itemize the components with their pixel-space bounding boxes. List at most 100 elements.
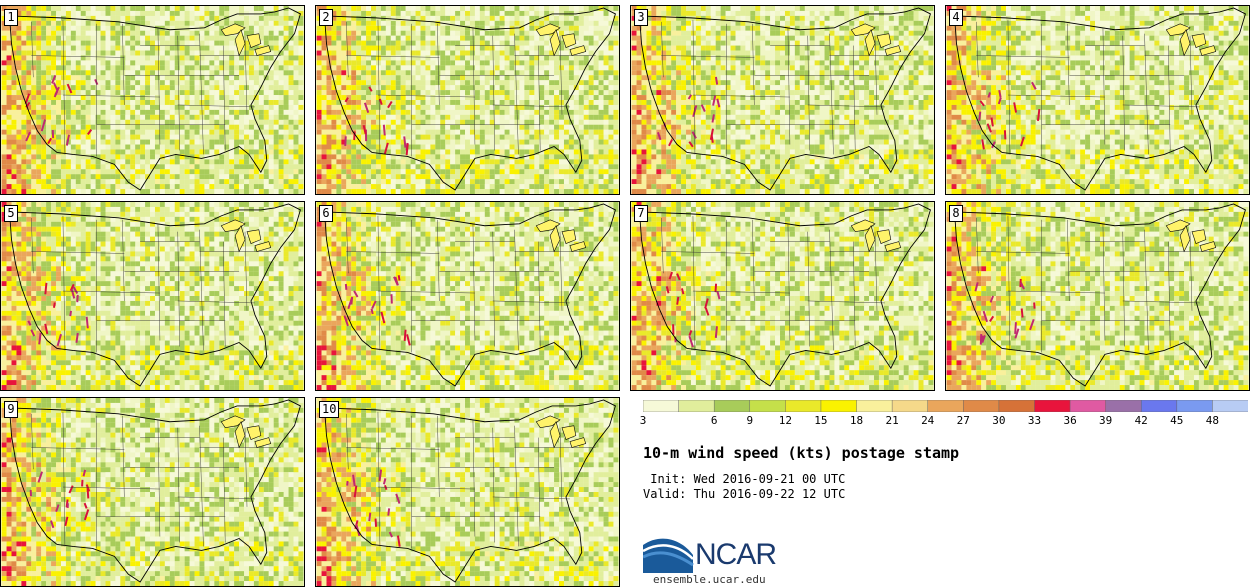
- wind-speed-cell: [341, 65, 347, 71]
- wind-speed-cell: [169, 179, 175, 185]
- wind-speed-cell: [460, 184, 466, 190]
- wind-speed-cell: [75, 75, 81, 81]
- wind-speed-cell: [1, 119, 7, 125]
- wind-speed-cell: [298, 20, 304, 26]
- wind-speed-cell: [794, 15, 800, 21]
- wind-speed-cell: [51, 85, 57, 91]
- wind-speed-cell: [603, 139, 609, 145]
- wind-speed-cell: [336, 124, 342, 130]
- wind-speed-cell: [420, 179, 426, 185]
- wind-speed-cell: [760, 65, 766, 71]
- wind-speed-cell: [544, 65, 550, 71]
- wind-speed-cell: [519, 65, 525, 71]
- wind-speed-cell: [636, 95, 642, 100]
- map-panel-1[interactable]: 1: [0, 5, 305, 195]
- wind-speed-cell: [298, 95, 304, 100]
- wind-speed-cell: [36, 100, 42, 105]
- wind-speed-cell: [16, 144, 22, 150]
- wind-speed-cell: [849, 65, 855, 71]
- wind-speed-cell: [70, 45, 76, 51]
- wind-speed-cell: [715, 55, 721, 61]
- wind-speed-cell: [524, 189, 530, 194]
- wind-speed-cell: [700, 55, 706, 61]
- wind-speed-cell: [888, 55, 894, 61]
- wind-speed-cell: [415, 174, 421, 180]
- wind-speed-cell: [336, 80, 342, 86]
- wind-speed-cell: [51, 149, 57, 155]
- wind-speed-cell: [514, 184, 520, 190]
- wind-speed-cell: [814, 15, 820, 21]
- wind-speed-cell: [395, 75, 401, 81]
- wind-speed-cell: [26, 65, 32, 71]
- wind-speed-cell: [1, 40, 7, 46]
- wind-speed-cell: [26, 10, 32, 16]
- wind-speed-cell: [283, 164, 289, 170]
- wind-speed-cell: [189, 20, 195, 26]
- wind-speed-cell: [273, 114, 279, 120]
- wind-speed-cell: [784, 65, 790, 71]
- wind-speed-cell: [656, 10, 662, 16]
- wind-speed-cell: [563, 15, 569, 21]
- wind-speed-cell: [140, 169, 146, 175]
- map-panel-2[interactable]: 2: [315, 5, 620, 195]
- wind-speed-cell: [85, 184, 91, 190]
- wind-speed-cell: [735, 40, 741, 46]
- wind-speed-cell: [361, 174, 367, 180]
- wind-speed-cell: [224, 95, 230, 100]
- wind-speed-cell: [31, 60, 37, 66]
- wind-speed-cell: [420, 134, 426, 140]
- wind-speed-cell: [11, 100, 17, 105]
- wind-speed-cell: [425, 25, 431, 31]
- wind-speed-cell: [293, 80, 299, 86]
- wind-speed-cell: [234, 129, 240, 135]
- wind-speed-cell: [514, 10, 520, 16]
- wind-speed-cell: [455, 179, 461, 185]
- wind-speed-cell: [740, 10, 746, 16]
- wind-speed-cell: [499, 60, 505, 66]
- wind-speed-cell: [288, 169, 294, 175]
- wind-speed-cell: [174, 30, 180, 36]
- wind-speed-cell: [31, 109, 37, 115]
- wind-speed-cell: [559, 189, 564, 194]
- wind-speed-cell: [110, 184, 116, 190]
- wind-speed-cell: [184, 55, 190, 61]
- wind-speed-cell: [425, 174, 431, 180]
- wind-speed-cell: [839, 45, 845, 51]
- wind-speed-cell: [244, 169, 249, 175]
- wind-speed-cell: [189, 80, 195, 86]
- wind-speed-cell: [199, 20, 205, 26]
- wind-speed-cell: [288, 139, 294, 145]
- wind-speed-cell: [366, 104, 372, 110]
- wind-speed-cell: [60, 174, 66, 180]
- wind-speed-cell: [430, 144, 436, 150]
- wind-speed-cell: [578, 119, 584, 125]
- wind-speed-cell: [385, 6, 391, 11]
- wind-speed-cell: [169, 45, 175, 51]
- wind-speed-cell: [395, 50, 401, 56]
- wind-speed-cell: [420, 164, 426, 170]
- map-panel-3[interactable]: 3: [630, 5, 935, 195]
- wind-speed-cell: [780, 45, 785, 51]
- wind-speed-cell: [174, 45, 180, 51]
- wind-speed-cell: [298, 159, 304, 165]
- wind-speed-cell: [725, 6, 731, 11]
- wind-speed-cell: [745, 70, 751, 76]
- wind-speed-cell: [494, 179, 500, 185]
- wind-speed-cell: [346, 174, 352, 180]
- wind-speed-cell: [278, 20, 284, 26]
- wind-speed-cell: [859, 55, 865, 61]
- wind-speed-cell: [100, 114, 106, 120]
- wind-speed-cell: [666, 20, 672, 26]
- wind-speed-cell: [583, 139, 589, 145]
- wind-speed-cell: [80, 10, 86, 16]
- wind-speed-cell: [140, 154, 146, 160]
- wind-speed-cell: [336, 169, 342, 175]
- wind-speed-cell: [390, 154, 396, 160]
- wind-speed-cell: [90, 70, 96, 76]
- wind-speed-cell: [578, 164, 584, 170]
- wind-speed-cell: [400, 119, 406, 125]
- wind-speed-cell: [450, 40, 456, 46]
- wind-speed-cell: [110, 189, 116, 194]
- wind-speed-cell: [224, 174, 230, 180]
- wind-speed-cell: [244, 25, 249, 31]
